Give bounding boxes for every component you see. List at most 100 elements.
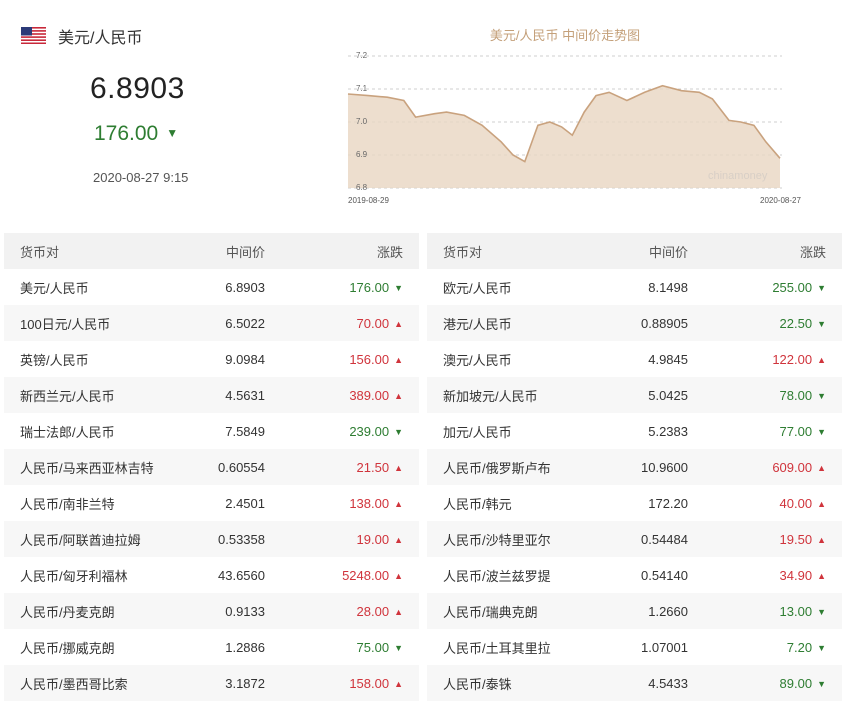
pair-name[interactable]: 新西兰元/人民币 [20, 388, 115, 404]
table-row[interactable]: 新加坡元/人民币 5.0425 78.00 ▼ [427, 377, 842, 413]
table-row[interactable]: 瑞士法郎/人民币 7.5849 239.00 ▼ [4, 413, 419, 449]
table-row[interactable]: 人民币/墨西哥比索 3.1872 158.00 ▲ [4, 665, 419, 701]
table-row[interactable]: 人民币/挪威克朗 1.2886 75.00 ▼ [4, 629, 419, 665]
pair-name[interactable]: 人民币/丹麦克朗 [20, 604, 115, 620]
mid-rate: 3.1872 [225, 675, 265, 691]
pair-name[interactable]: 人民币/阿联酋迪拉姆 [20, 532, 141, 548]
header-mid: 中间价 [225, 244, 265, 260]
change-cell: 28.00 ▲ [289, 604, 419, 619]
x-tick-start: 2019-08-29 [348, 196, 389, 205]
pair-name[interactable]: 美元/人民币 [20, 280, 89, 296]
triangle-up-icon: ▲ [394, 318, 403, 329]
chart-area [348, 85, 780, 188]
table-row[interactable]: 人民币/阿联酋迪拉姆 0.53358 19.00 ▲ [4, 521, 419, 557]
triangle-up-icon: ▲ [817, 534, 826, 545]
table-row[interactable]: 澳元/人民币 4.9845 122.00 ▲ [427, 341, 842, 377]
chart-y-ticks: 7.2 7.1 7.0 6.9 6.8 [356, 51, 368, 192]
change-cell: 7.20 ▼ [712, 640, 842, 655]
change-value: 28.00 [356, 603, 390, 619]
pair-name[interactable]: 人民币/南非兰特 [20, 496, 115, 512]
change-value: 89.00 [779, 675, 813, 691]
y-tick-label: 7.0 [356, 117, 368, 126]
pair-name[interactable]: 人民币/泰铢 [443, 676, 512, 692]
table-row[interactable]: 人民币/匈牙利福林 43.6560 5248.00 ▲ [4, 557, 419, 593]
triangle-down-icon: ▼ [394, 282, 403, 293]
pair-name[interactable]: 欧元/人民币 [443, 280, 512, 296]
pair-name[interactable]: 100日元/人民币 [20, 316, 111, 332]
table-row[interactable]: 美元/人民币 6.8903 176.00 ▼ [4, 269, 419, 305]
triangle-down-icon: ▼ [817, 318, 826, 329]
change-value: 75.00 [356, 639, 390, 655]
table-header: 货币对 中间价 涨跌 [4, 233, 419, 269]
pair-name[interactable]: 新加坡元/人民币 [443, 388, 538, 404]
table-row[interactable]: 新西兰元/人民币 4.5631 389.00 ▲ [4, 377, 419, 413]
pair-name[interactable]: 人民币/瑞典克朗 [443, 604, 538, 620]
change-cell: 77.00 ▼ [712, 424, 842, 439]
pair-name[interactable]: 英镑/人民币 [20, 352, 89, 368]
table-row[interactable]: 人民币/丹麦克朗 0.9133 28.00 ▲ [4, 593, 419, 629]
trend-chart: 美元/人民币 中间价走势图 7.2 7.1 7.0 6.9 6.8 2019-08-29… [320, 20, 810, 210]
change-value: 19.50 [779, 531, 813, 547]
pair-name[interactable]: 人民币/墨西哥比索 [20, 676, 128, 692]
pair-name[interactable]: 人民币/马来西亚林吉特 [20, 460, 154, 476]
change-value: 609.00 [772, 459, 813, 475]
mid-rate: 0.54484 [641, 531, 688, 547]
change-cell: 78.00 ▼ [712, 388, 842, 403]
table-row[interactable]: 人民币/瑞典克朗 1.2660 13.00 ▼ [427, 593, 842, 629]
change-value: 158.00 [349, 675, 390, 691]
pair-name[interactable]: 人民币/俄罗斯卢布 [443, 460, 551, 476]
pair-name[interactable]: 瑞士法郎/人民币 [20, 424, 115, 440]
change-value: 7.20 [786, 639, 813, 655]
mid-rate: 43.6560 [218, 567, 265, 583]
table-row[interactable]: 人民币/土耳其里拉 1.07001 7.20 ▼ [427, 629, 842, 665]
mid-rate: 0.53358 [218, 531, 265, 547]
table-header: 货币对 中间价 涨跌 [427, 233, 842, 269]
table-row[interactable]: 人民币/韩元 172.20 40.00 ▲ [427, 485, 842, 521]
change-value: 13.00 [779, 603, 813, 619]
pair-name[interactable]: 澳元/人民币 [443, 352, 512, 368]
mid-rate: 0.54140 [641, 567, 688, 583]
rate-timestamp: 2020-08-27 9:15 [93, 170, 189, 185]
mid-rate: 1.2660 [648, 603, 688, 619]
pair-name[interactable]: 人民币/韩元 [443, 496, 512, 512]
triangle-down-icon: ▼ [817, 606, 826, 617]
table-row[interactable]: 人民币/俄罗斯卢布 10.9600 609.00 ▲ [427, 449, 842, 485]
pair-name[interactable]: 加元/人民币 [443, 424, 512, 440]
triangle-up-icon: ▲ [817, 462, 826, 473]
pair-name[interactable]: 人民币/土耳其里拉 [443, 640, 551, 656]
mid-rate: 0.9133 [225, 603, 265, 619]
pair-name[interactable]: 港元/人民币 [443, 316, 512, 332]
pair-name[interactable]: 人民币/挪威克朗 [20, 640, 115, 656]
table-row[interactable]: 人民币/沙特里亚尔 0.54484 19.50 ▲ [427, 521, 842, 557]
triangle-down-icon: ▼ [166, 126, 179, 140]
pair-name[interactable]: 人民币/匈牙利福林 [20, 568, 128, 584]
triangle-down-icon: ▼ [394, 426, 403, 437]
change-cell: 34.90 ▲ [712, 568, 842, 583]
table-row[interactable]: 港元/人民币 0.88905 22.50 ▼ [427, 305, 842, 341]
table-row[interactable]: 100日元/人民币 6.5022 70.00 ▲ [4, 305, 419, 341]
table-row[interactable]: 人民币/南非兰特 2.4501 138.00 ▲ [4, 485, 419, 521]
pair-name[interactable]: 人民币/波兰兹罗提 [443, 568, 551, 584]
change-cell: 5248.00 ▲ [289, 568, 419, 583]
table-row[interactable]: 欧元/人民币 8.1498 255.00 ▼ [427, 269, 842, 305]
triangle-down-icon: ▼ [394, 642, 403, 653]
change-cell: 70.00 ▲ [289, 316, 419, 331]
rate-change: 176.00 ▼ [94, 122, 178, 146]
table-row[interactable]: 英镑/人民币 9.0984 156.00 ▲ [4, 341, 419, 377]
mid-rate: 9.0984 [225, 351, 265, 367]
x-tick-end: 2020-08-27 [760, 196, 801, 205]
triangle-up-icon: ▲ [817, 498, 826, 509]
mid-rate: 1.2886 [225, 639, 265, 655]
mid-rate: 0.60554 [218, 459, 265, 475]
pair-name[interactable]: 人民币/沙特里亚尔 [443, 532, 551, 548]
triangle-up-icon: ▲ [394, 534, 403, 545]
table-row[interactable]: 加元/人民币 5.2383 77.00 ▼ [427, 413, 842, 449]
change-cell: 19.00 ▲ [289, 532, 419, 547]
table-row[interactable]: 人民币/波兰兹罗提 0.54140 34.90 ▲ [427, 557, 842, 593]
mid-rate: 7.5849 [225, 423, 265, 439]
table-row[interactable]: 人民币/马来西亚林吉特 0.60554 21.50 ▲ [4, 449, 419, 485]
change-value: 77.00 [779, 423, 813, 439]
change-cell: 609.00 ▲ [712, 460, 842, 475]
table-row[interactable]: 人民币/泰铢 4.5433 89.00 ▼ [427, 665, 842, 701]
triangle-down-icon: ▼ [817, 426, 826, 437]
